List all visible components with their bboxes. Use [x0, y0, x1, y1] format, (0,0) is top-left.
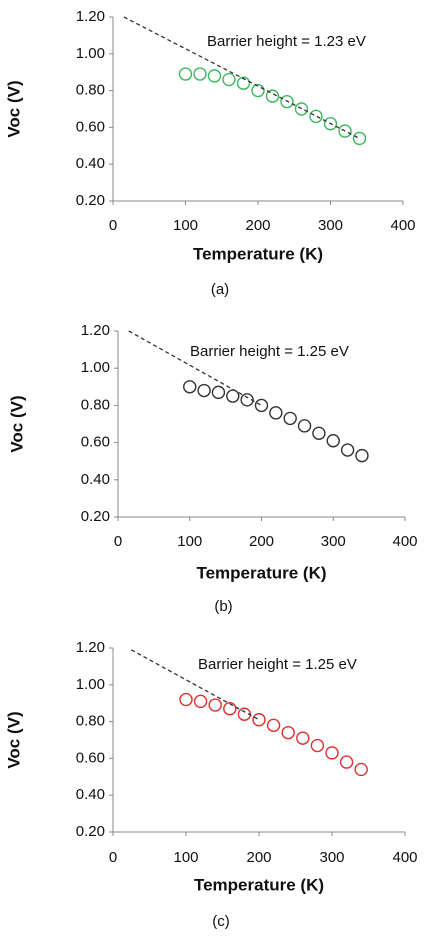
- data-point: [183, 380, 197, 394]
- data-point: [211, 385, 226, 400]
- trend-line: [128, 330, 262, 406]
- x-tick-label: 200: [246, 849, 271, 866]
- y-tick-label: 0.20: [76, 823, 105, 840]
- data-point: [193, 694, 208, 709]
- data-point: [265, 89, 280, 103]
- y-tick-label: 1.20: [81, 322, 110, 339]
- data-point: [222, 72, 236, 87]
- data-point: [240, 393, 254, 407]
- y-tick-label: 0.60: [81, 434, 110, 451]
- trend-line: [130, 649, 260, 721]
- annotation: Barrier height = 1.25 eV: [198, 656, 357, 673]
- data-point: [296, 731, 310, 745]
- annotation: Barrier height = 1.25 eV: [190, 343, 349, 360]
- data-point: [179, 692, 193, 707]
- y-tick-label: 0.40: [76, 155, 105, 172]
- data-point: [294, 102, 309, 116]
- data-point: [280, 94, 294, 109]
- caption: (c): [212, 913, 230, 930]
- y-tick-label: 0.80: [76, 713, 105, 730]
- y-tick-label: 1.20: [76, 8, 105, 25]
- x-tick-label: 300: [318, 217, 343, 234]
- y-tick-label: 1.00: [76, 45, 105, 62]
- x-tick-label: 400: [392, 533, 417, 550]
- y-tick-label: 0.40: [81, 471, 110, 488]
- x-axis-label: Temperature (K): [196, 563, 326, 582]
- data-point: [237, 707, 252, 721]
- data-point: [208, 698, 222, 712]
- x-axis-label: Temperature (K): [194, 875, 324, 894]
- y-axis-label: Voc (V): [4, 711, 23, 768]
- y-tick-label: 0.20: [81, 508, 110, 525]
- data-point: [355, 448, 369, 463]
- y-tick-label: 0.60: [76, 118, 105, 135]
- x-tick-label: 400: [390, 217, 415, 234]
- data-point: [326, 434, 340, 448]
- data-point: [309, 109, 323, 124]
- data-point: [281, 725, 295, 740]
- x-tick-label: 100: [177, 533, 202, 550]
- trend-line: [123, 16, 360, 140]
- y-tick-label: 1.20: [76, 639, 105, 656]
- data-point: [207, 69, 222, 83]
- x-tick-label: 100: [173, 849, 198, 866]
- data-point: [338, 124, 352, 138]
- data-point: [354, 762, 368, 777]
- y-tick-label: 0.80: [76, 82, 105, 99]
- caption: (a): [211, 281, 229, 298]
- annotation: Barrier height = 1.23 eV: [207, 33, 366, 50]
- x-tick-label: 200: [249, 533, 274, 550]
- data-point: [254, 398, 269, 413]
- y-tick-label: 0.80: [81, 396, 110, 413]
- x-tick-label: 0: [114, 533, 122, 550]
- data-point: [340, 443, 355, 457]
- data-point: [312, 426, 326, 440]
- data-point: [223, 702, 237, 716]
- y-tick-label: 0.40: [76, 786, 105, 803]
- data-point: [310, 738, 325, 753]
- y-tick-label: 1.00: [81, 359, 110, 376]
- data-point: [269, 406, 283, 420]
- x-axis-label: Temperature (K): [193, 244, 323, 263]
- x-tick-label: 300: [321, 533, 346, 550]
- y-axis-label: Voc (V): [7, 395, 26, 452]
- data-point: [339, 755, 354, 769]
- data-point: [283, 411, 297, 426]
- data-point: [352, 131, 367, 146]
- data-point: [325, 746, 339, 760]
- x-tick-label: 100: [173, 217, 198, 234]
- x-tick-label: 200: [245, 217, 270, 234]
- y-tick-label: 0.60: [76, 749, 105, 766]
- caption: (b): [214, 598, 232, 615]
- data-point: [323, 117, 338, 131]
- data-point: [178, 67, 193, 81]
- data-point: [193, 67, 207, 81]
- x-tick-label: 300: [319, 849, 344, 866]
- y-tick-label: 0.20: [76, 192, 105, 209]
- data-point: [266, 718, 281, 732]
- data-point: [297, 419, 312, 433]
- y-tick-label: 1.00: [76, 676, 105, 693]
- x-tick-label: 0: [109, 217, 117, 234]
- data-point: [197, 383, 211, 398]
- data-point: [251, 83, 265, 98]
- x-tick-label: 400: [392, 849, 417, 866]
- data-point: [236, 76, 251, 90]
- y-axis-label: Voc (V): [4, 80, 23, 137]
- data-point: [252, 713, 266, 727]
- x-tick-label: 0: [109, 849, 117, 866]
- data-point: [226, 389, 240, 403]
